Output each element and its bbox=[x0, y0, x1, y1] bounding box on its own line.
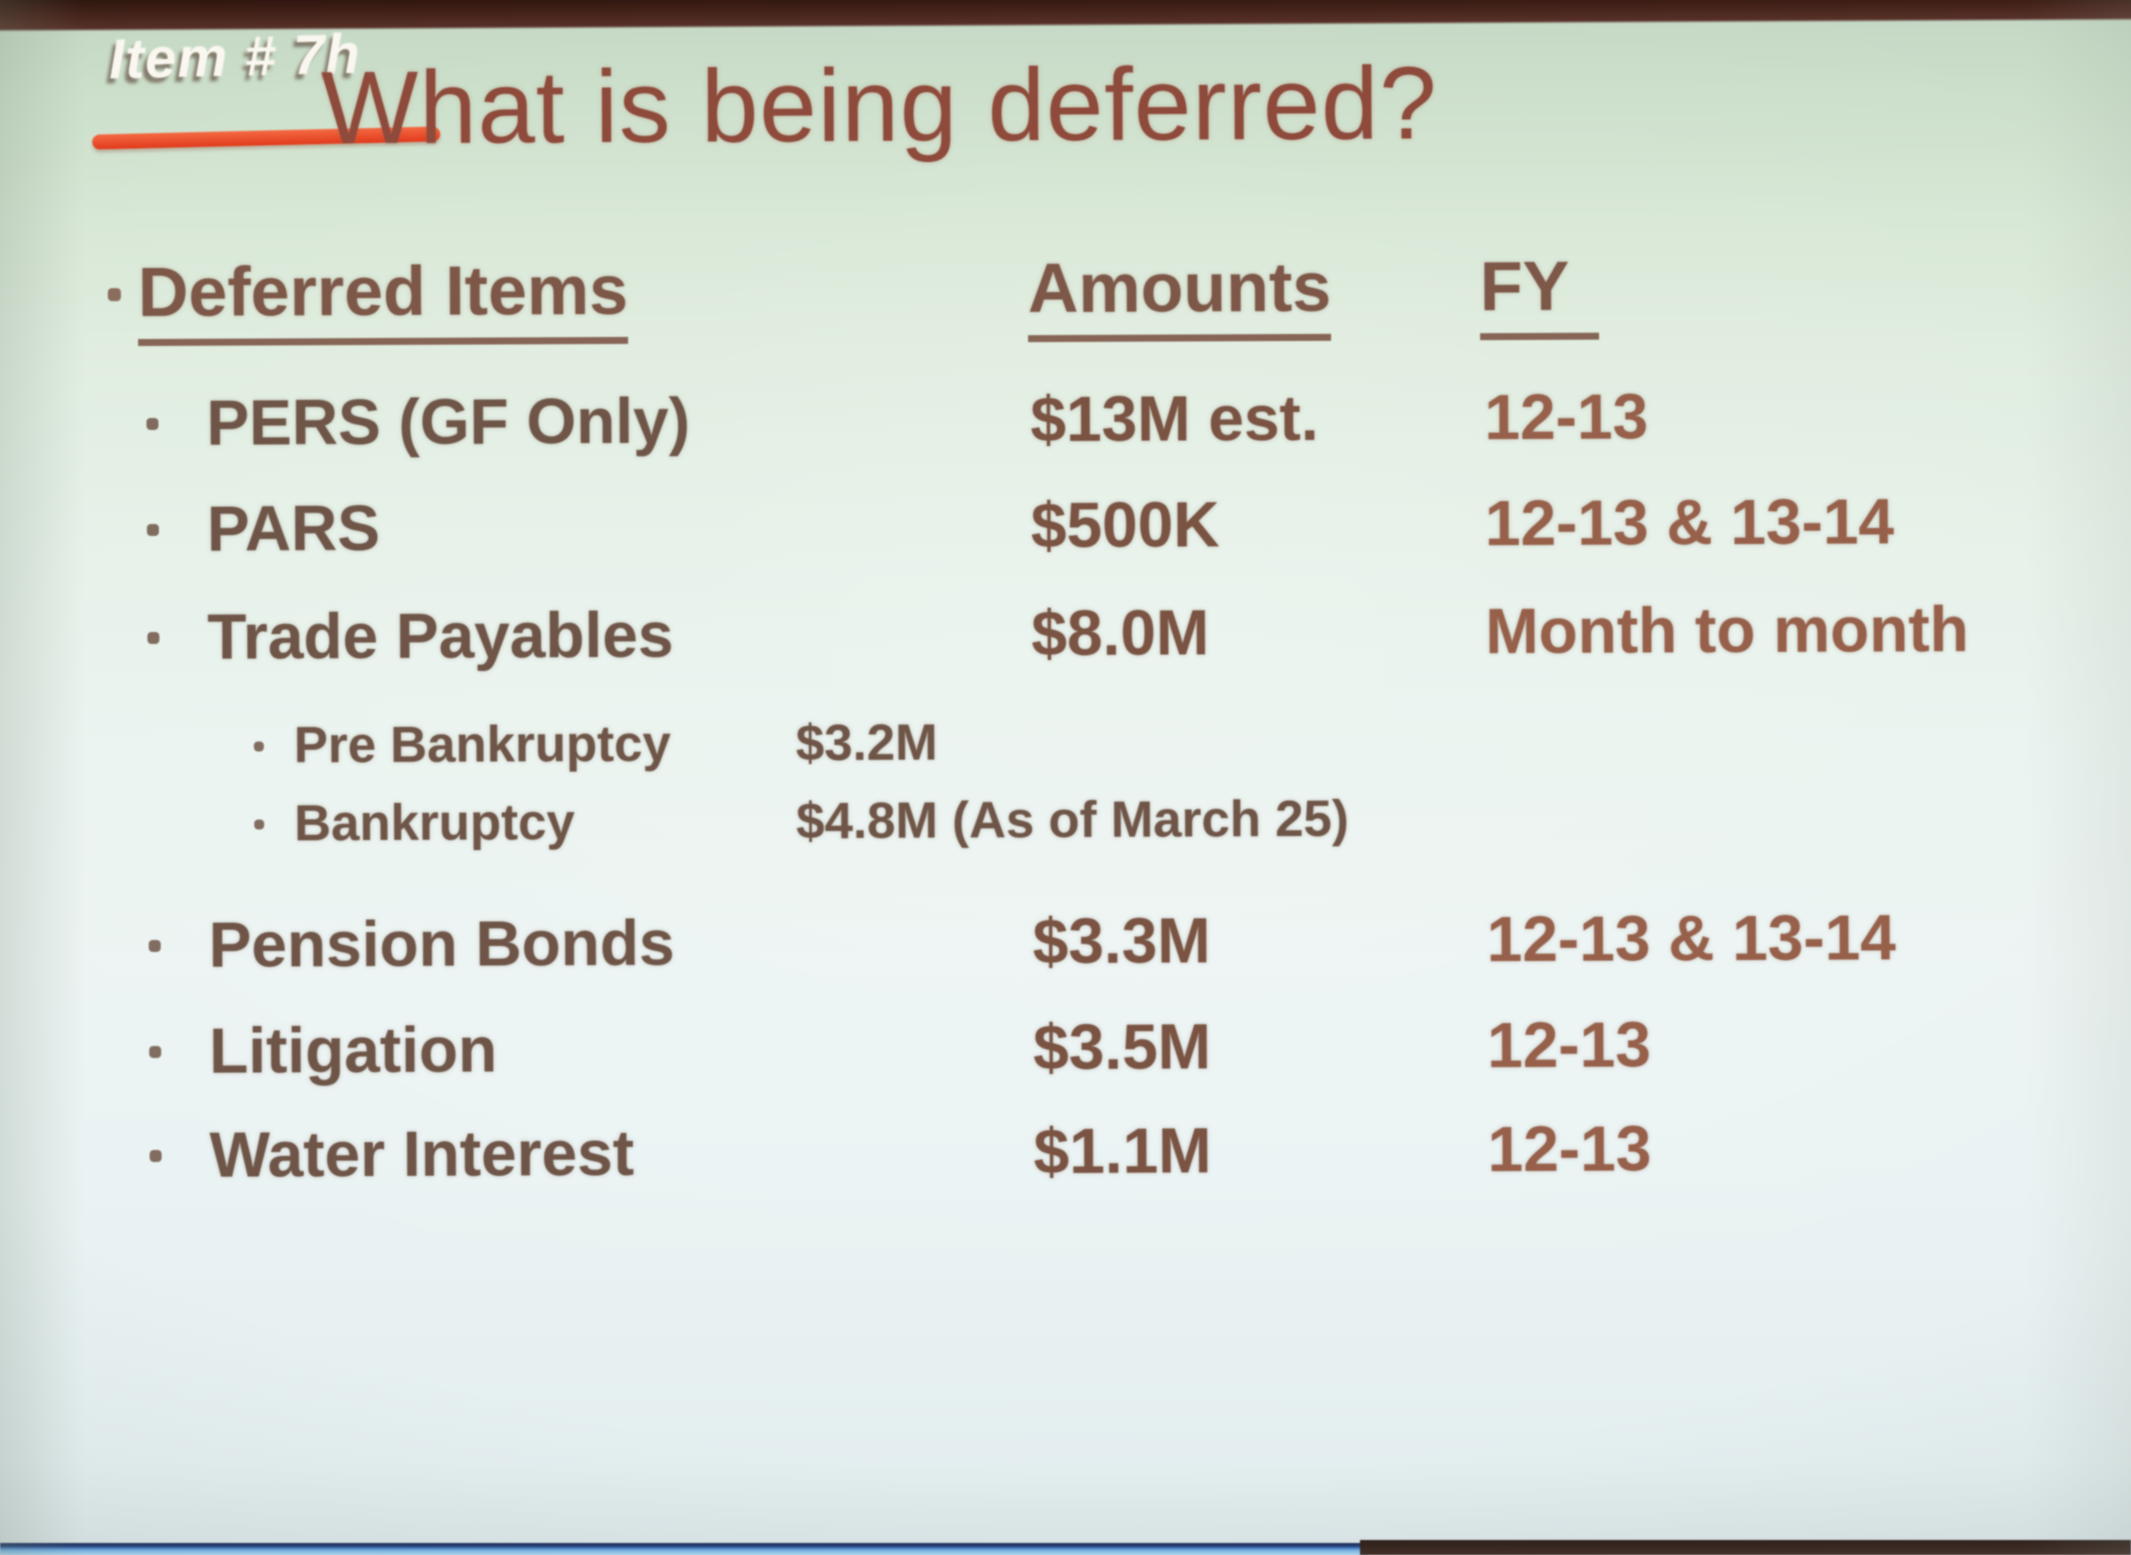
bottom-frame-bar-brown bbox=[1360, 1540, 2131, 1555]
bullet-icon bbox=[146, 417, 159, 431]
row-amount: $13M est. bbox=[1030, 381, 1319, 456]
table-subrow-bankruptcy: Bankruptcy $4.8M (As of March 25) bbox=[0, 785, 2131, 878]
row-fy: 12-13 bbox=[1484, 380, 1649, 454]
table-row-pers: PERS (GF Only) $13M est. 12-13 bbox=[0, 377, 2130, 470]
bullet-icon bbox=[254, 819, 265, 830]
bottom-frame-bar-blue bbox=[0, 1543, 1368, 1555]
row-amount: $500K bbox=[1030, 488, 1220, 562]
row-label: PERS (GF Only) bbox=[206, 384, 691, 459]
row-fy: Month to month bbox=[1485, 593, 1969, 668]
row-fy: 12-13 bbox=[1487, 1112, 1652, 1186]
row-fy: 12-13 & 13-14 bbox=[1484, 485, 1895, 560]
bullet-icon bbox=[146, 523, 159, 537]
column-header-fy: FY bbox=[1479, 245, 1600, 341]
row-amount: $3.3M bbox=[1032, 904, 1211, 978]
subrow-label: Pre Bankruptcy bbox=[293, 714, 671, 774]
table-header-row: Deferred Items Amounts FY bbox=[0, 243, 2129, 347]
row-label: Litigation bbox=[209, 1013, 498, 1087]
bullet-icon bbox=[107, 288, 121, 302]
bullet-icon bbox=[149, 1149, 162, 1162]
subrow-label: Bankruptcy bbox=[294, 793, 575, 852]
subrow-amount: $4.8M (As of March 25) bbox=[796, 789, 1349, 850]
row-label: Trade Payables bbox=[207, 598, 674, 673]
row-label: Water Interest bbox=[209, 1116, 635, 1191]
subrow-amount: $3.2M bbox=[795, 713, 938, 772]
column-header-amounts: Amounts bbox=[1027, 246, 1332, 343]
row-label: Pension Bonds bbox=[208, 906, 675, 981]
row-amount: $1.1M bbox=[1033, 1114, 1212, 1188]
row-fy: 12-13 & 13-14 bbox=[1486, 901, 1897, 976]
row-fy: 12-13 bbox=[1487, 1008, 1652, 1082]
bullet-icon bbox=[253, 741, 264, 752]
row-label: PARS bbox=[206, 491, 381, 565]
row-amount: $8.0M bbox=[1031, 596, 1210, 670]
table-row-water-interest: Water Interest $1.1M 12-13 bbox=[1, 1109, 2131, 1202]
table-row-pars: PARS $500K 12-13 & 13-14 bbox=[0, 483, 2130, 576]
bullet-icon bbox=[149, 1045, 162, 1059]
table-row-trade-payables: Trade Payables $8.0M Month to month bbox=[0, 591, 2131, 684]
column-header-deferred-items: Deferred Items bbox=[137, 249, 629, 347]
bullet-icon bbox=[147, 631, 160, 645]
table-row-pension-bonds: Pension Bonds $3.3M 12-13 & 13-14 bbox=[1, 899, 2131, 992]
row-amount: $3.5M bbox=[1033, 1010, 1212, 1084]
slide-title: What is being deferred? bbox=[320, 45, 1438, 166]
bullet-icon bbox=[148, 939, 161, 953]
table-row-litigation: Litigation $3.5M 12-13 bbox=[1, 1005, 2131, 1098]
